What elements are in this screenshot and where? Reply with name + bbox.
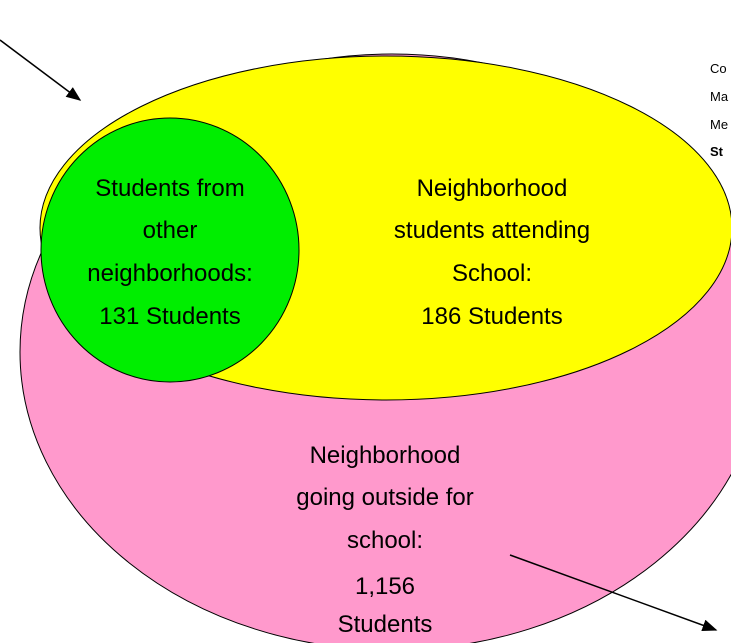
- label: neighborhoods:: [87, 260, 252, 287]
- label: Neighborhood: [310, 442, 461, 469]
- label: students attending: [394, 217, 590, 244]
- label: other: [143, 217, 198, 244]
- label: going outside for: [296, 484, 473, 511]
- arrow: [509, 554, 718, 632]
- label: Students from: [95, 175, 244, 202]
- note: St: [710, 144, 724, 159]
- count: 1,156: [355, 573, 415, 600]
- label: school:: [347, 527, 423, 554]
- count: 186 Students: [421, 303, 562, 330]
- label: Neighborhood: [417, 175, 568, 202]
- note: Ma: [710, 89, 729, 104]
- inner-circle: [40, 117, 300, 383]
- arrow: [0, 39, 82, 101]
- count: Students: [338, 611, 433, 638]
- count: 131 Students: [99, 303, 240, 330]
- label: School:: [452, 260, 532, 287]
- note: Co: [710, 61, 727, 76]
- note: Me: [710, 117, 728, 132]
